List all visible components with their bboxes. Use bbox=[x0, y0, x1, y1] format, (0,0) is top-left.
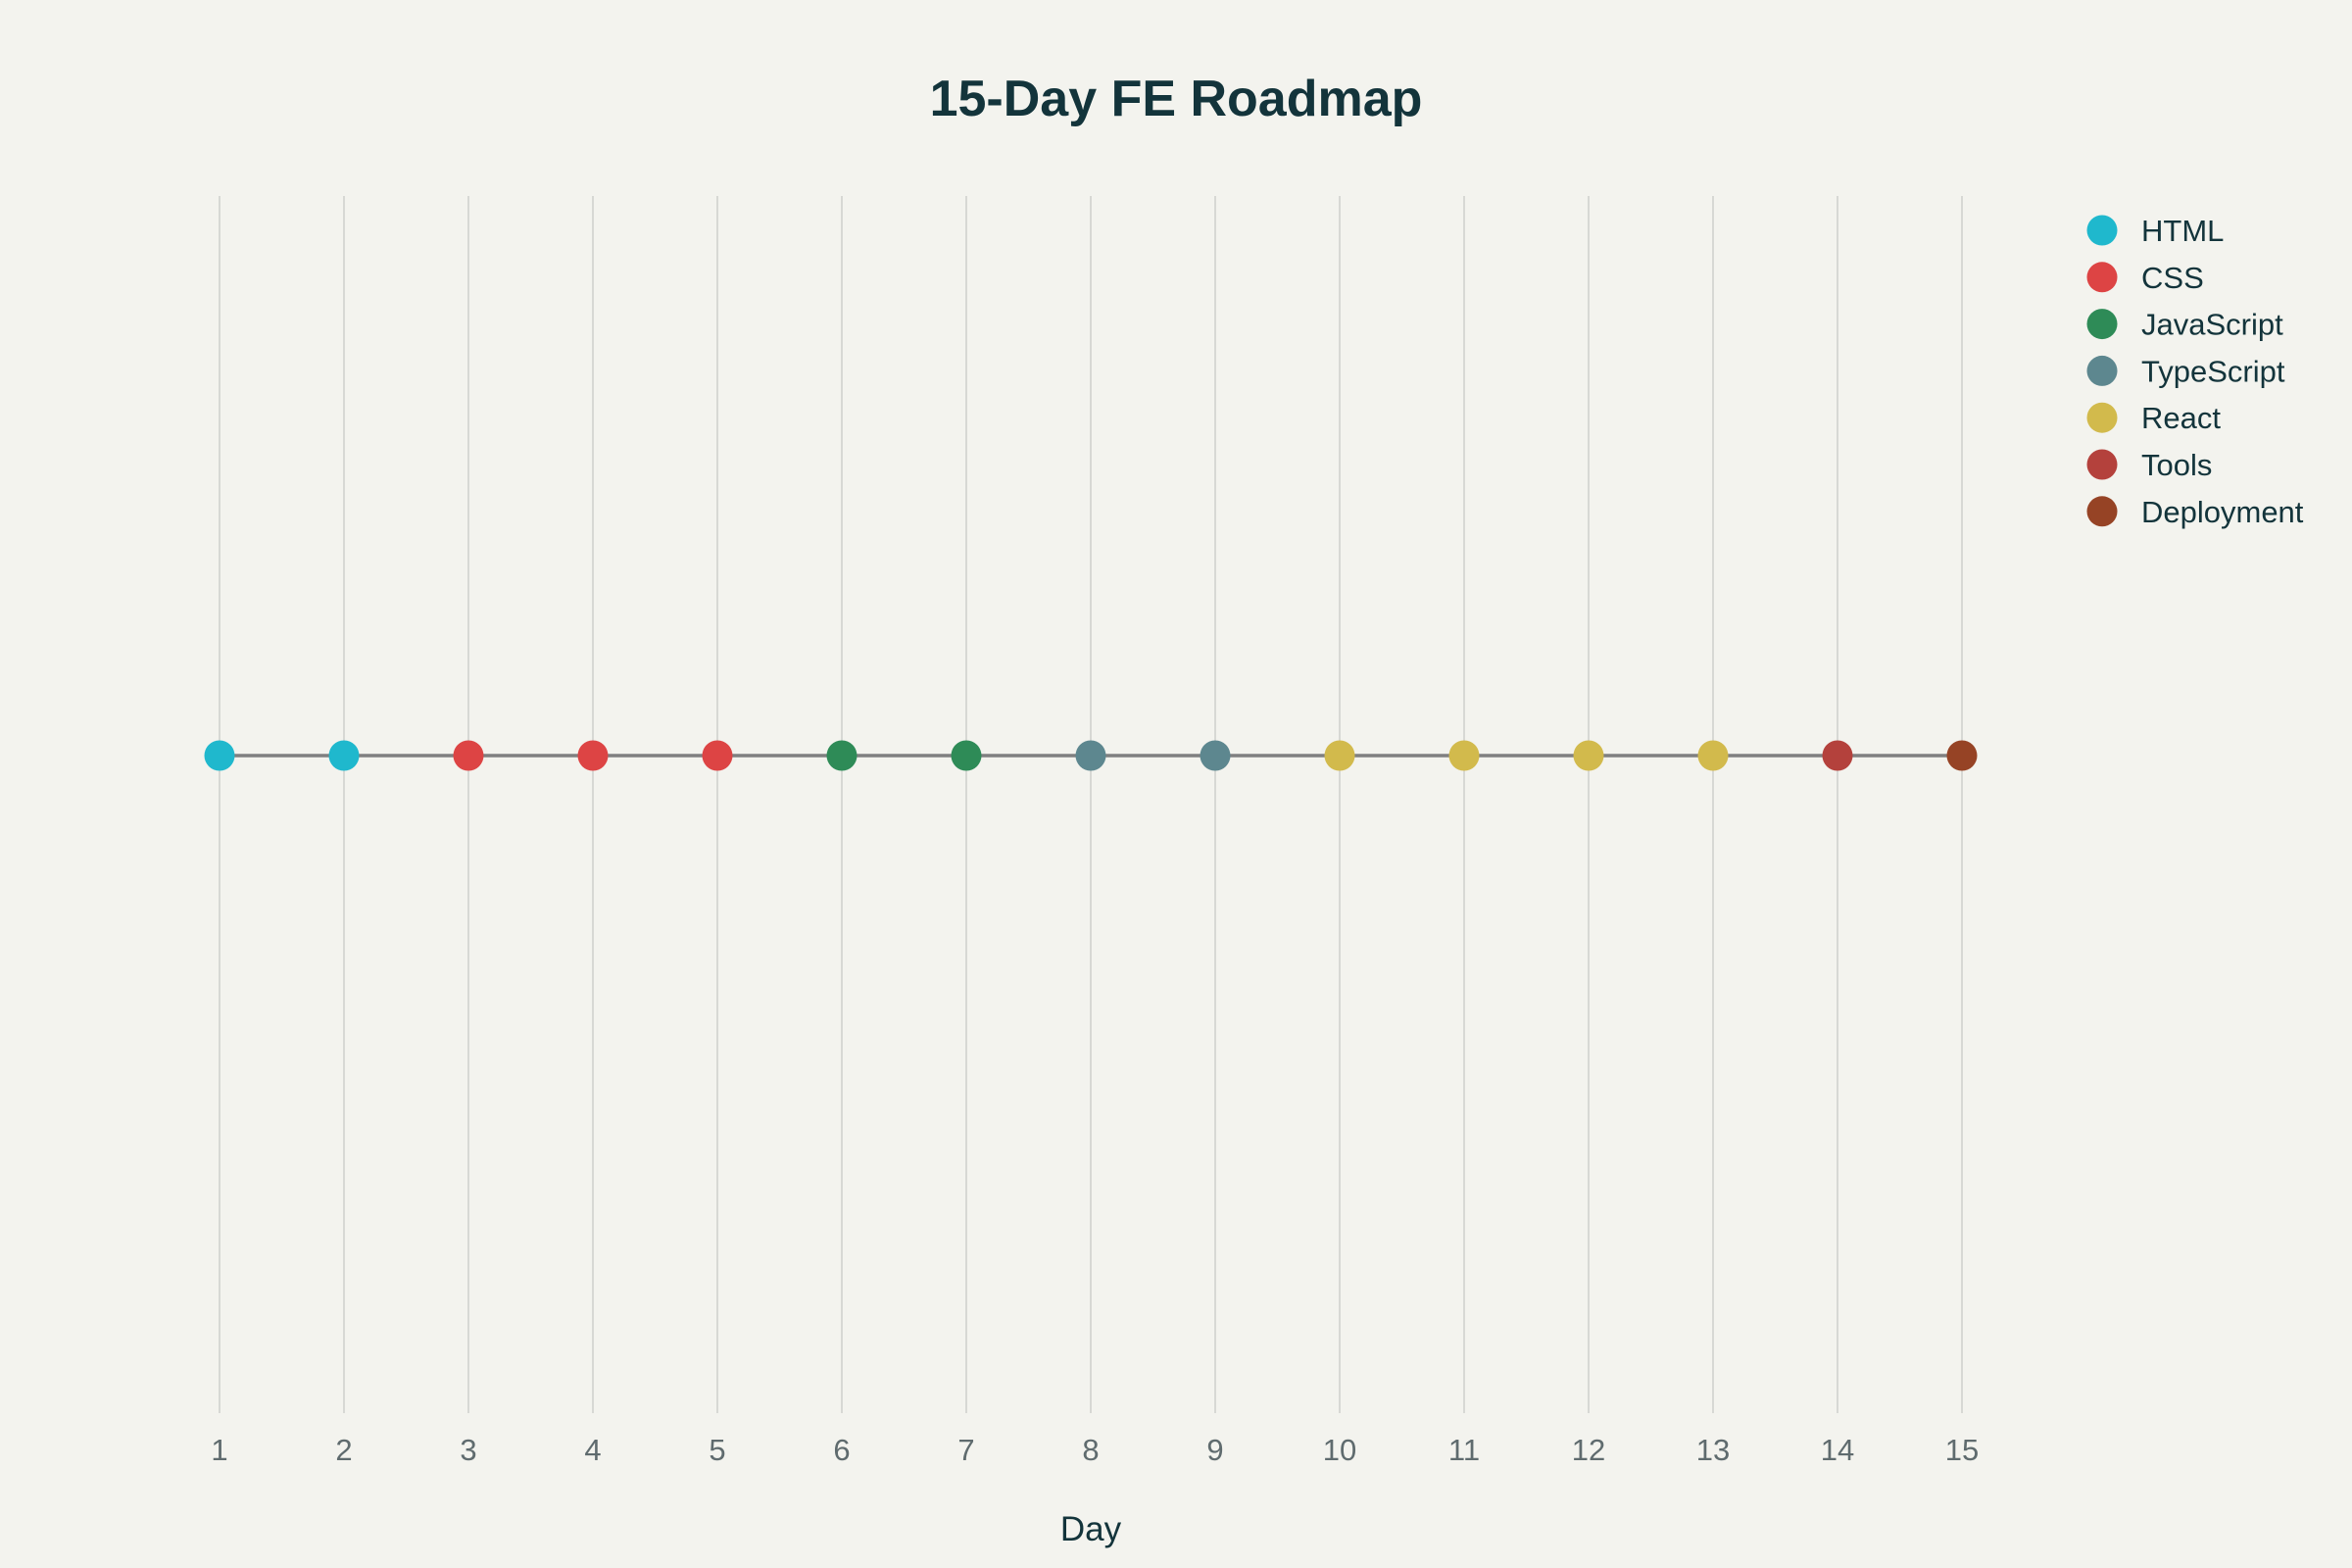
legend-marker-css bbox=[2086, 262, 2118, 293]
legend-label-javascript: JavaScript bbox=[2141, 308, 2283, 342]
legend-label-css: CSS bbox=[2141, 261, 2204, 295]
legend-item-react[interactable]: React bbox=[2086, 401, 2222, 435]
x-tick-label-8: 8 bbox=[1082, 1433, 1099, 1467]
legend[interactable]: HTML CSS JavaScript TypeScript React Tools Dep… bbox=[2086, 214, 2304, 529]
x-axis-label: Day bbox=[1060, 1510, 1122, 1548]
legend-marker-html bbox=[2086, 215, 2118, 246]
data-point-html-day-2[interactable] bbox=[328, 740, 360, 771]
data-point-html-day-1[interactable] bbox=[204, 740, 235, 771]
x-tick-label-12: 12 bbox=[1572, 1433, 1605, 1467]
legend-marker-tools bbox=[2086, 449, 2118, 480]
data-point-deployment-day-15[interactable] bbox=[1946, 740, 1978, 771]
data-point-css-day-5[interactable] bbox=[702, 740, 733, 771]
data-point-typescript-day-8[interactable] bbox=[1075, 740, 1106, 771]
data-point-react-day-12[interactable] bbox=[1573, 740, 1604, 771]
legend-label-typescript: TypeScript bbox=[2141, 354, 2285, 388]
data-points bbox=[204, 740, 1978, 771]
legend-marker-react bbox=[2086, 402, 2118, 433]
legend-marker-deployment bbox=[2086, 496, 2118, 527]
data-point-react-day-13[interactable] bbox=[1697, 740, 1729, 771]
x-tick-label-5: 5 bbox=[709, 1433, 725, 1467]
x-axis-ticks: 1 2 3 4 5 6 7 8 9 10 11 12 13 14 15 bbox=[211, 1433, 1979, 1467]
chart-title: 15-Day FE Roadmap bbox=[930, 71, 1423, 127]
x-tick-label-3: 3 bbox=[460, 1433, 476, 1467]
x-tick-label-9: 9 bbox=[1206, 1433, 1223, 1467]
x-tick-label-2: 2 bbox=[335, 1433, 352, 1467]
legend-marker-typescript bbox=[2086, 355, 2118, 386]
x-tick-label-7: 7 bbox=[957, 1433, 974, 1467]
legend-item-html[interactable]: HTML bbox=[2086, 214, 2225, 248]
x-tick-label-6: 6 bbox=[833, 1433, 850, 1467]
data-point-javascript-day-6[interactable] bbox=[826, 740, 858, 771]
legend-item-typescript[interactable]: TypeScript bbox=[2086, 354, 2285, 388]
grid-lines bbox=[219, 196, 1963, 1413]
data-point-tools-day-14[interactable] bbox=[1822, 740, 1853, 771]
legend-item-tools[interactable]: Tools bbox=[2086, 448, 2213, 482]
legend-item-deployment[interactable]: Deployment bbox=[2086, 495, 2304, 529]
legend-label-html: HTML bbox=[2141, 214, 2224, 248]
legend-label-tools: Tools bbox=[2141, 448, 2212, 482]
x-tick-label-14: 14 bbox=[1821, 1433, 1854, 1467]
data-point-typescript-day-9[interactable] bbox=[1200, 740, 1231, 771]
legend-item-css[interactable]: CSS bbox=[2086, 261, 2204, 295]
legend-marker-javascript bbox=[2086, 309, 2118, 340]
legend-label-react: React bbox=[2141, 401, 2221, 435]
x-tick-label-15: 15 bbox=[1945, 1433, 1979, 1467]
data-point-javascript-day-7[interactable] bbox=[951, 740, 982, 771]
x-tick-label-1: 1 bbox=[211, 1433, 227, 1467]
data-point-react-day-11[interactable] bbox=[1448, 740, 1480, 771]
data-point-css-day-4[interactable] bbox=[577, 740, 609, 771]
legend-item-javascript[interactable]: JavaScript bbox=[2086, 308, 2284, 342]
legend-label-deployment: Deployment bbox=[2141, 495, 2304, 529]
x-tick-label-10: 10 bbox=[1323, 1433, 1356, 1467]
x-tick-label-13: 13 bbox=[1696, 1433, 1730, 1467]
x-tick-label-11: 11 bbox=[1448, 1433, 1480, 1467]
x-tick-label-4: 4 bbox=[584, 1433, 601, 1467]
data-point-css-day-3[interactable] bbox=[453, 740, 484, 771]
data-point-react-day-10[interactable] bbox=[1324, 740, 1355, 771]
